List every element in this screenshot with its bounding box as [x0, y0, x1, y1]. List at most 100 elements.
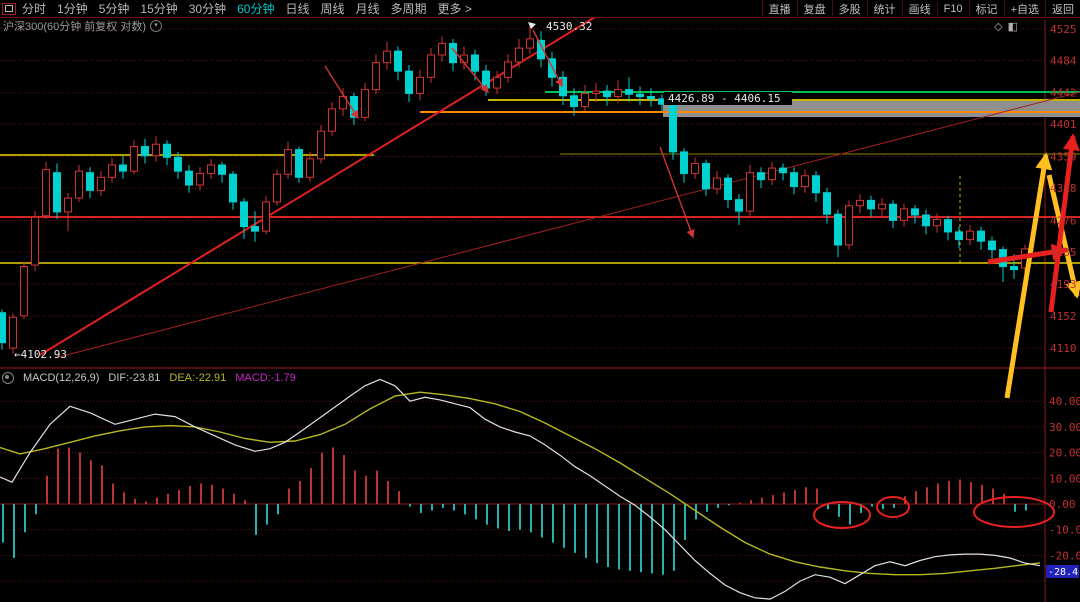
- macd-hist-bar: [541, 504, 543, 538]
- candle-body: [735, 199, 743, 212]
- macd-hist-bar: [464, 504, 466, 515]
- toolbar-button-2[interactable]: 复盘: [796, 0, 832, 18]
- candle-body: [955, 231, 963, 241]
- macd-hist-bar: [673, 504, 675, 571]
- tab-4[interactable]: 15分钟: [140, 2, 178, 16]
- candle-body: [647, 96, 655, 100]
- tab-6[interactable]: 60分钟: [237, 2, 275, 16]
- price-axis-label: 4235: [1050, 246, 1077, 259]
- candle-body: [801, 175, 809, 188]
- macd-hist-bar: [959, 479, 961, 504]
- macd-hist-bar: [211, 484, 213, 504]
- tab-8[interactable]: 周线: [320, 2, 345, 16]
- candle-body: [20, 266, 28, 317]
- macd-hist-bar: [134, 498, 136, 504]
- macd-axis-label: 30.00: [1049, 421, 1080, 434]
- candle-body: [438, 42, 446, 56]
- macd-hist-bar: [497, 504, 499, 529]
- candle-body: [746, 172, 754, 212]
- macd-hist-bar: [574, 504, 576, 553]
- tab-2[interactable]: 1分钟: [57, 2, 88, 16]
- tab-7[interactable]: 日线: [285, 2, 310, 16]
- macd-hist-bar: [684, 504, 686, 540]
- candle-body: [152, 143, 160, 157]
- macd-hist-bar: [992, 488, 994, 504]
- candle-body: [724, 177, 732, 201]
- macd-hist-bar: [585, 504, 587, 558]
- candle-body: [1010, 266, 1018, 271]
- macd-hist-bar: [783, 492, 785, 504]
- macd-hist-bar: [266, 504, 268, 525]
- drawn-arrow-small: [324, 65, 359, 120]
- macd-hist-bar: [387, 480, 389, 504]
- toolbar-button-8[interactable]: +自选: [1003, 0, 1045, 18]
- macd-hist-bar: [563, 504, 565, 548]
- macd-hist-bar: [101, 465, 103, 504]
- tab-10[interactable]: 多周期: [390, 2, 427, 16]
- candle-body: [306, 158, 314, 178]
- candle-body: [889, 203, 897, 221]
- candle-body: [812, 175, 820, 194]
- toolbar-button-4[interactable]: 统计: [866, 0, 902, 18]
- candle-body: [592, 90, 600, 94]
- macd-hist-bar: [486, 504, 488, 525]
- macd-hist-bar: [79, 452, 81, 504]
- range-label-bg: [664, 92, 792, 105]
- candle-body: [361, 89, 369, 118]
- candle-body: [185, 170, 193, 186]
- candle-body: [823, 192, 831, 215]
- trendline-steep: [39, 13, 601, 356]
- candle-body: [229, 173, 237, 203]
- macd-hist-bar: [640, 504, 642, 573]
- toolbar-button-9[interactable]: 返回: [1045, 0, 1080, 18]
- macd-hist-bar: [552, 504, 554, 543]
- macd-hist-bar: [244, 500, 246, 504]
- macd-axis-label: 20.00: [1049, 447, 1080, 460]
- macd-hist-bar: [112, 483, 114, 504]
- candle-body: [31, 216, 39, 266]
- macd-hist-bar: [629, 504, 631, 571]
- candle-body: [394, 50, 402, 72]
- tab-3[interactable]: 5分钟: [98, 2, 130, 16]
- toolbar-button-6[interactable]: F10: [936, 1, 969, 16]
- toolbar-button-5[interactable]: 画线: [901, 0, 937, 18]
- price-axis-label: 4359: [1050, 151, 1077, 164]
- candle-body: [383, 50, 391, 64]
- macd-hist-bar: [739, 502, 741, 504]
- price-axis-label: 4152: [1050, 310, 1077, 323]
- toolbar-button-7[interactable]: 标记: [968, 0, 1004, 18]
- macd-hist-bar: [981, 484, 983, 504]
- candle-body: [526, 38, 534, 49]
- macd-hist-bar: [519, 504, 521, 530]
- macd-hist-bar: [123, 492, 125, 504]
- candle-body: [944, 219, 952, 233]
- toolbar-button-1[interactable]: 直播: [761, 0, 797, 18]
- macd-hist-bar: [838, 504, 840, 517]
- tab-9[interactable]: 月线: [355, 2, 380, 16]
- period-tabs: 分时 1分钟 5分钟 15分钟 30分钟 60分钟 日线 周线 月线 多周期 更多 >: [22, 0, 472, 17]
- tab-5[interactable]: 30分钟: [188, 2, 227, 16]
- macd-hist-bar: [453, 504, 455, 511]
- candle-body: [108, 164, 116, 178]
- macd-axis-label: -20.00: [1049, 549, 1080, 562]
- candle-body: [64, 197, 72, 213]
- indicator-toggle-icon[interactable]: [2, 372, 14, 384]
- tab-11[interactable]: 更多 >: [437, 2, 472, 16]
- candle-body: [196, 172, 204, 186]
- candle-body: [0, 312, 6, 344]
- candle-body: [669, 105, 677, 153]
- toolbar-button-3[interactable]: 多股: [831, 0, 867, 18]
- macd-hist-bar: [816, 488, 818, 504]
- macd-hist-bar: [277, 504, 279, 515]
- toolbar-buttons: 直播 复盘 多股 统计 画线 F10 标记 +自选 返回: [761, 0, 1080, 18]
- drawn-arrow-small: [532, 29, 563, 88]
- tab-1[interactable]: 分时: [22, 2, 47, 16]
- candle-body: [328, 108, 336, 132]
- macd-hist-bar: [13, 504, 15, 558]
- price-axis-label: 4276: [1050, 214, 1077, 227]
- macd-hist-bar: [35, 504, 37, 515]
- macd-hist-bar: [288, 488, 290, 504]
- candle-body: [966, 230, 974, 241]
- window-icon[interactable]: [2, 2, 16, 15]
